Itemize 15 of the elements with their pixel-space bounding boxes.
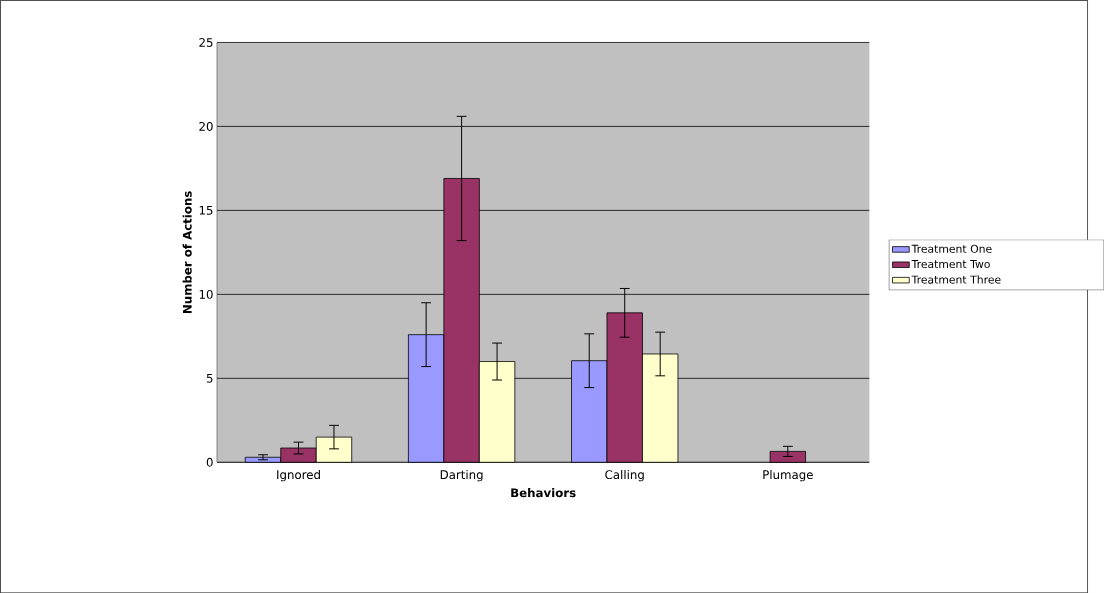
x-tick-label: Plumage: [763, 469, 813, 482]
x-tick-label: Calling: [605, 469, 644, 482]
y-tick-label: 5: [206, 373, 213, 383]
y-tick-label: 15: [199, 205, 213, 215]
legend-label: Treatment Three: [911, 275, 1001, 284]
y-tick-label: 10: [199, 289, 213, 299]
x-axis-title: Behaviors: [511, 487, 576, 498]
y-tick-label: 20: [199, 121, 213, 131]
legend-label: Treatment Two: [911, 259, 990, 268]
y-tick-label: 0: [206, 457, 213, 467]
legend-label: Treatment One: [911, 244, 992, 253]
y-axis-title: Number of Actions: [182, 191, 192, 313]
x-tick-label: Darting: [440, 469, 483, 482]
x-tick-label: Ignored: [277, 469, 320, 482]
y-tick-label: 25: [199, 37, 213, 47]
